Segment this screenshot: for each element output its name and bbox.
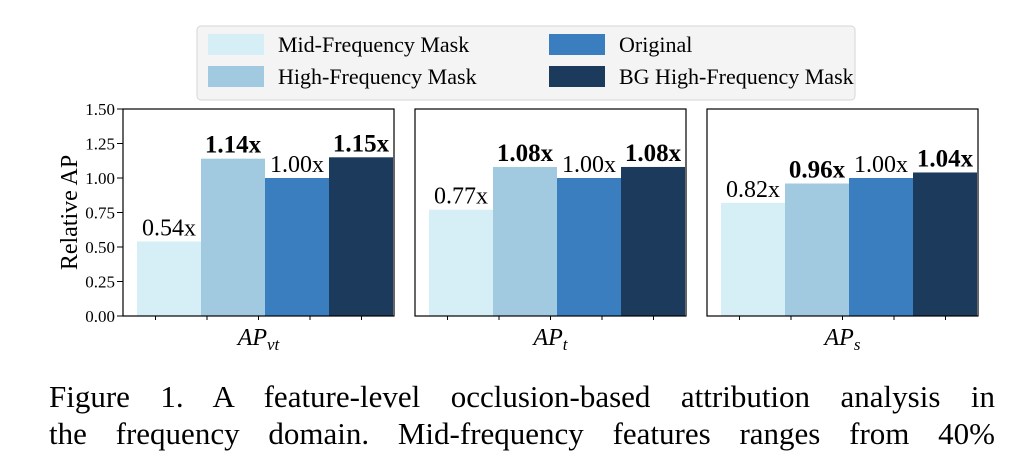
y-tick-label: 1.50: [85, 100, 115, 119]
y-tick-label: 0.75: [85, 204, 115, 223]
y-tick-label: 1.25: [85, 135, 115, 154]
bar: [721, 202, 785, 316]
data-label: 1.00x: [854, 152, 908, 178]
x-axis-label: APs: [823, 325, 861, 354]
bar: [849, 178, 913, 316]
data-label: 1.14x: [205, 132, 262, 159]
legend-swatch: [208, 66, 264, 87]
y-tick-label: 0.25: [85, 273, 115, 292]
legend-box: [196, 25, 856, 101]
bar: [557, 178, 621, 316]
legend-swatch: [549, 66, 605, 87]
data-label: 1.00x: [562, 152, 616, 178]
bar: [329, 157, 393, 316]
x-axis-label: APt: [531, 325, 568, 354]
y-tick-label: 0.50: [85, 238, 115, 257]
x-axis-label: APvt: [236, 325, 281, 354]
data-label: 0.54x: [142, 215, 196, 241]
bar: [621, 166, 685, 316]
legend-label: BG High-Frequency Mask: [619, 64, 854, 89]
legend-swatch: [549, 34, 605, 55]
data-label: 0.82x: [726, 177, 780, 203]
bar: [913, 172, 977, 316]
legend-swatch: [208, 34, 264, 55]
y-axis-label: Relative AP: [57, 155, 83, 270]
data-label: 1.08x: [625, 140, 682, 167]
bar: [785, 183, 849, 316]
bar: [137, 241, 201, 316]
caption-line-2: the frequency domain. Mid-frequency feat…: [49, 416, 995, 451]
legend-label: Original: [619, 32, 692, 57]
figure-caption: Figure 1. A feature-level occlusion-base…: [49, 378, 995, 454]
bar: [429, 209, 493, 316]
bar: [201, 158, 265, 316]
bar: [265, 178, 329, 316]
bar: [493, 166, 557, 316]
legend-label: High-Frequency Mask: [278, 64, 477, 89]
y-tick-label: 0.00: [85, 307, 115, 326]
data-label: 1.08x: [497, 140, 554, 167]
chart: 0.00 0.25 0.50 0.75 1.00 1.25 1.50 Relative AP 0…: [57, 25, 979, 354]
caption-line-1: Figure 1. A feature-level occlusion-base…: [49, 379, 995, 414]
y-tick-label: 1.00: [85, 169, 115, 188]
data-label: 1.00x: [270, 152, 324, 178]
data-label: 1.04x: [917, 145, 974, 172]
data-label: 0.96x: [789, 157, 846, 184]
data-label: 0.77x: [434, 184, 488, 210]
data-label: 1.15x: [333, 130, 390, 157]
legend-label: Mid-Frequency Mask: [278, 32, 469, 57]
